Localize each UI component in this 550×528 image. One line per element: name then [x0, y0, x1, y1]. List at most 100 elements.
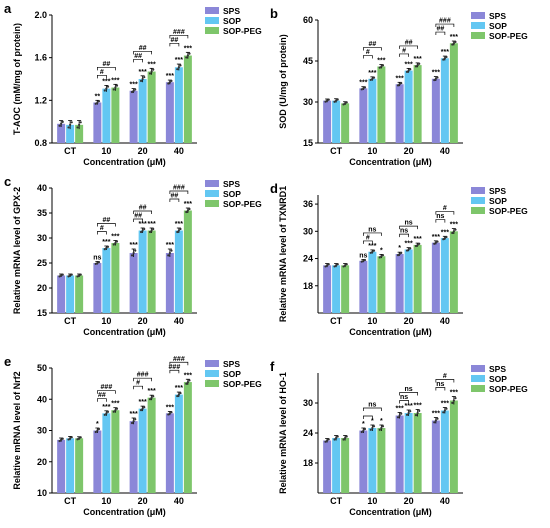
bar-sop-peg [75, 124, 84, 143]
data-point [369, 251, 372, 254]
data-point [112, 410, 115, 413]
legend-swatch-sop-peg [205, 27, 219, 34]
y-tick-label: 15 [303, 138, 313, 148]
significance-label: *** [175, 57, 183, 64]
data-point [405, 70, 409, 73]
significance-label: *** [414, 236, 422, 243]
data-point [396, 84, 400, 87]
bar-sop [368, 428, 377, 493]
bracket-label: ns [368, 402, 376, 409]
significance-label: *** [405, 61, 413, 68]
data-point [79, 121, 82, 124]
data-point [445, 55, 448, 59]
significance-label: *** [184, 372, 192, 379]
data-point [333, 438, 336, 441]
legend-swatch-sop [471, 197, 485, 204]
significance-label: *** [396, 75, 404, 82]
data-point [345, 263, 348, 266]
bar-sps [323, 100, 332, 143]
bar-sop [138, 230, 147, 313]
data-point [114, 409, 117, 412]
data-point [363, 86, 367, 89]
comparison-bracket [97, 223, 116, 227]
bracket-label: ### [439, 18, 451, 25]
bar-sop [66, 124, 75, 143]
data-point [185, 210, 188, 214]
data-point [442, 58, 445, 61]
bracket-label: ### [101, 384, 113, 391]
data-point [188, 52, 191, 55]
legend-swatch-sps [471, 12, 485, 19]
y-axis-title: Relative mRNA level of Nrf2 [12, 371, 22, 489]
x-tick-label: 40 [440, 496, 450, 506]
legend-label: SOP [223, 189, 241, 199]
panel-b: b 15 30 45 60 SOD (U/mg of protein) Concentrat… [270, 6, 528, 167]
data-point [115, 240, 119, 243]
data-point [372, 425, 376, 428]
x-tick-label: 10 [101, 316, 111, 326]
data-point [148, 72, 152, 75]
data-point [372, 76, 376, 79]
bar-sps [57, 275, 66, 313]
data-point [345, 101, 348, 104]
bracket-label: # [100, 69, 104, 76]
comparison-bracket [435, 23, 455, 28]
significance-label: * [380, 247, 383, 254]
x-axis-title: Concentration (μM) [83, 507, 166, 517]
comparison-bracket [133, 50, 152, 55]
significance-label: *** [148, 221, 156, 228]
data-point [335, 99, 338, 102]
data-point [141, 229, 144, 232]
y-tick-label: 50 [37, 363, 47, 373]
data-point [418, 62, 421, 65]
comparison-bracket [363, 415, 373, 419]
bar-sop-peg [449, 400, 458, 493]
significance-label: *** [184, 45, 192, 52]
data-point [179, 64, 182, 67]
significance-label: *** [396, 406, 404, 413]
data-point [168, 251, 171, 255]
data-point [369, 428, 372, 431]
panel-letter: a [4, 1, 12, 16]
data-point [326, 439, 329, 442]
data-point [96, 101, 99, 104]
comparison-bracket [133, 218, 143, 222]
data-point [105, 246, 108, 250]
y-tick-label: 10 [37, 488, 47, 498]
data-point [170, 249, 173, 252]
data-point [188, 379, 191, 382]
data-point [336, 435, 339, 438]
comparison-bracket [97, 74, 107, 79]
data-point [78, 123, 81, 126]
x-tick-label: 20 [138, 316, 148, 326]
bar-sop [174, 67, 183, 143]
significance-label: *** [405, 241, 413, 248]
data-point [405, 413, 409, 416]
data-point [433, 421, 436, 424]
data-point [141, 407, 144, 410]
significance-label: *** [139, 221, 147, 228]
data-point [94, 262, 97, 265]
panel-e: e 10 20 30 40 50 Relative mRNA level of Nrf2 Co… [4, 354, 262, 517]
x-axis-title: Concentration (μM) [349, 157, 432, 167]
legend-label: SOP [489, 196, 507, 206]
data-point [105, 412, 108, 415]
data-point [114, 241, 117, 245]
data-point [414, 414, 418, 417]
y-tick-label: 30 [303, 97, 313, 107]
data-point [105, 87, 108, 90]
data-point [167, 82, 170, 85]
significance-label: *** [148, 61, 156, 68]
data-point [60, 438, 63, 441]
comparison-bracket [133, 377, 152, 382]
bracket-label: # [366, 234, 370, 241]
data-point [97, 100, 101, 103]
y-tick-label: 40 [37, 394, 47, 404]
data-point [362, 429, 365, 432]
data-point [414, 244, 418, 248]
data-point [378, 66, 381, 69]
comparison-bracket [169, 190, 189, 194]
legend-label: SOP-PEG [489, 206, 528, 216]
bar-sop [66, 275, 75, 313]
y-tick-label: 18 [303, 281, 313, 291]
